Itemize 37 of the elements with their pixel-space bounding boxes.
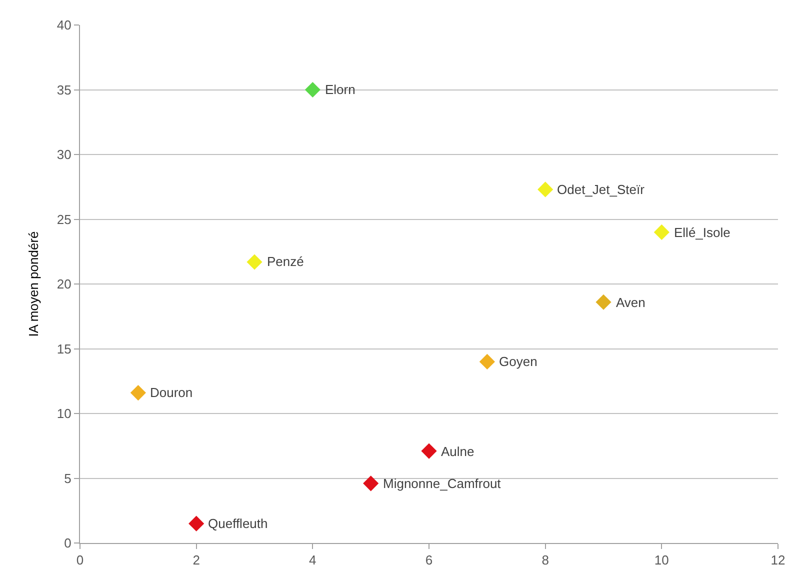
point (246, 254, 262, 270)
x-tick-label: 4 (309, 552, 316, 568)
point (421, 443, 437, 459)
annotation: Douron (150, 385, 193, 400)
x-tick-label: 0 (76, 552, 84, 568)
x-tick-label: 8 (542, 552, 549, 568)
y-tick-label: 30 (56, 147, 72, 162)
x-tick-label: 2 (192, 552, 200, 568)
y-tick-label: 25 (56, 212, 72, 227)
y-tick-label: 40 (56, 18, 72, 33)
annotation: Odet_Jet_Steïr (557, 182, 646, 197)
annotation: Ellé_Isole (674, 225, 730, 240)
annotation: Aulne (441, 444, 474, 459)
annotation: Elorn (325, 82, 356, 97)
x-tick-label: 6 (425, 552, 433, 568)
point (130, 384, 146, 401)
y-tick-label: 0 (64, 536, 72, 551)
point (188, 516, 204, 532)
annotation: Aven (616, 295, 646, 310)
annotation: Penzé (267, 254, 304, 269)
point (596, 294, 612, 310)
annotation: Mignonne_Camfrout (383, 476, 502, 491)
y-tick-label: 10 (56, 406, 72, 422)
x-tick-label: 10 (654, 552, 669, 568)
point (363, 476, 379, 492)
annotation: Goyen (499, 354, 538, 369)
point (538, 182, 554, 198)
annotation: Queffleuth (208, 516, 268, 531)
point (304, 82, 320, 98)
y-axis-title: IA moyen pondéré (26, 231, 41, 337)
x-tick-label: 12 (770, 552, 786, 568)
point (654, 224, 670, 240)
y-tick-label: 20 (56, 276, 72, 292)
point (479, 354, 495, 370)
y-tick-label: 15 (56, 341, 72, 356)
y-tick-label: 5 (64, 470, 72, 486)
y-tick-label: 35 (56, 82, 72, 98)
